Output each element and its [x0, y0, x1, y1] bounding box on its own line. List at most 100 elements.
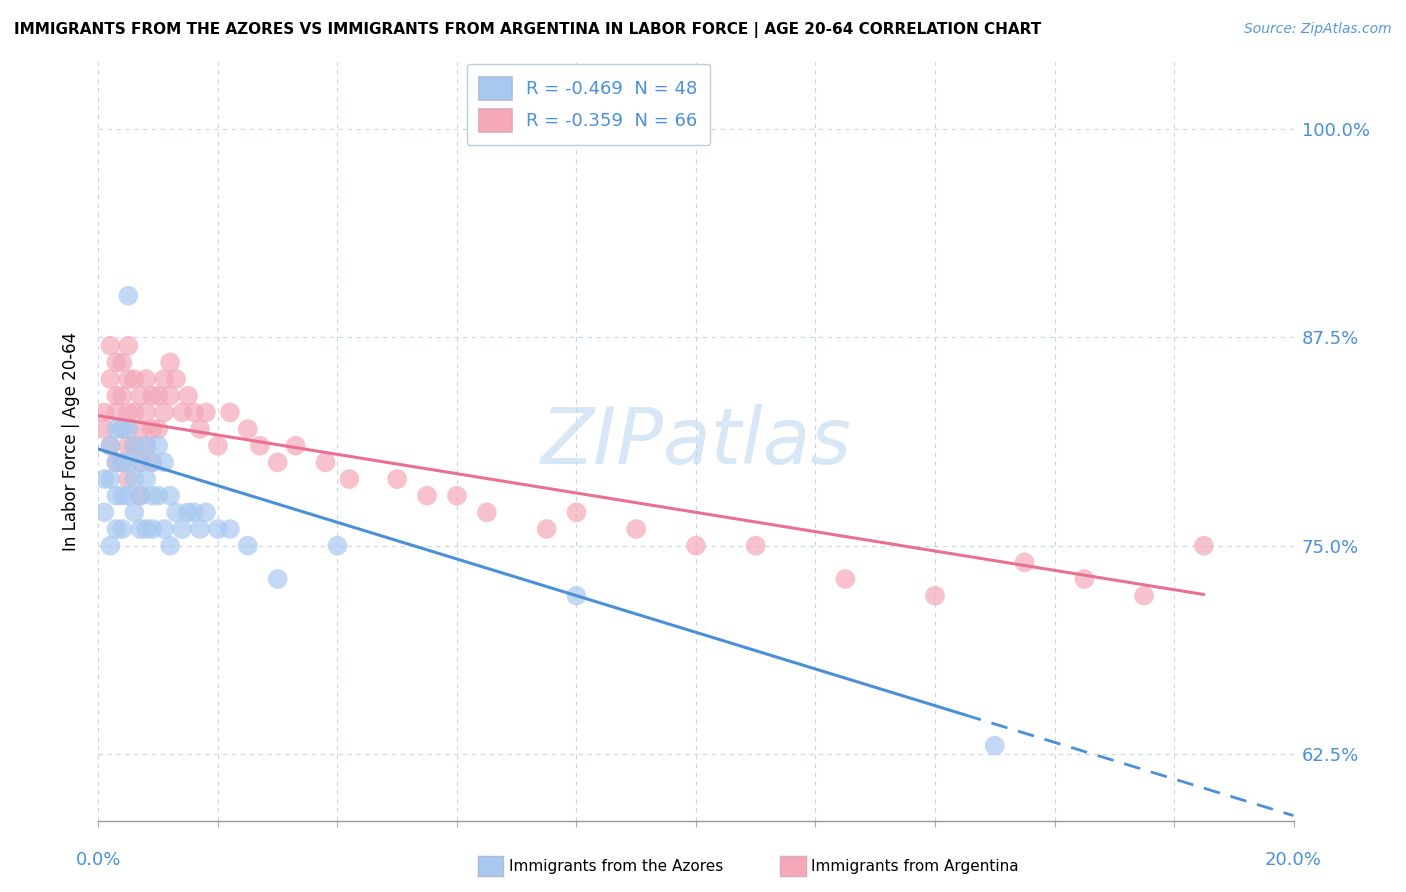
- Point: [153, 372, 176, 386]
- Point: [183, 505, 205, 519]
- Point: [111, 355, 134, 369]
- Point: [475, 505, 498, 519]
- Point: [93, 422, 115, 436]
- Point: [159, 539, 181, 553]
- Point: [141, 389, 163, 403]
- Point: [148, 389, 170, 403]
- Point: [339, 472, 361, 486]
- Point: [924, 589, 946, 603]
- Point: [105, 455, 128, 469]
- Point: [135, 372, 157, 386]
- Point: [124, 439, 146, 453]
- Point: [148, 422, 170, 436]
- Point: [159, 489, 181, 503]
- Point: [105, 522, 128, 536]
- Point: [159, 355, 181, 369]
- Point: [135, 439, 157, 453]
- Point: [984, 739, 1007, 753]
- Point: [98, 539, 122, 553]
- Point: [385, 472, 409, 486]
- Point: [117, 339, 139, 353]
- Point: [536, 522, 558, 536]
- Legend: R = -0.469  N = 48, R = -0.359  N = 66: R = -0.469 N = 48, R = -0.359 N = 66: [467, 64, 710, 145]
- Point: [111, 422, 134, 436]
- Point: [111, 455, 134, 469]
- Point: [1014, 555, 1036, 569]
- Point: [267, 572, 290, 586]
- Point: [446, 489, 468, 503]
- Point: [111, 455, 134, 469]
- Point: [117, 372, 139, 386]
- Point: [105, 355, 128, 369]
- Point: [159, 389, 181, 403]
- Point: [565, 505, 588, 519]
- Point: [153, 522, 176, 536]
- Point: [626, 522, 648, 536]
- Point: [153, 455, 176, 469]
- Point: [195, 505, 218, 519]
- Point: [129, 522, 152, 536]
- Point: [117, 422, 139, 436]
- Point: [124, 372, 146, 386]
- Point: [141, 522, 163, 536]
- Point: [172, 522, 194, 536]
- Point: [834, 572, 856, 586]
- Point: [111, 389, 134, 403]
- Point: [124, 405, 146, 419]
- Point: [284, 439, 307, 453]
- Point: [111, 522, 134, 536]
- Point: [141, 422, 163, 436]
- Point: [219, 405, 242, 419]
- Point: [117, 405, 139, 419]
- Point: [135, 405, 157, 419]
- Point: [267, 455, 290, 469]
- Point: [135, 439, 157, 453]
- Point: [105, 455, 128, 469]
- Point: [236, 539, 259, 553]
- Point: [165, 505, 187, 519]
- Point: [135, 522, 157, 536]
- Point: [129, 489, 152, 503]
- Text: Immigrants from the Azores: Immigrants from the Azores: [509, 859, 723, 873]
- Text: IMMIGRANTS FROM THE AZORES VS IMMIGRANTS FROM ARGENTINA IN LABOR FORCE | AGE 20-: IMMIGRANTS FROM THE AZORES VS IMMIGRANTS…: [14, 22, 1042, 38]
- Point: [129, 422, 152, 436]
- Point: [117, 439, 139, 453]
- Point: [141, 455, 163, 469]
- Point: [117, 472, 139, 486]
- Point: [93, 405, 115, 419]
- Point: [236, 422, 259, 436]
- Point: [326, 539, 349, 553]
- Point: [124, 505, 146, 519]
- Point: [98, 439, 122, 453]
- Point: [124, 472, 146, 486]
- Point: [105, 489, 128, 503]
- Point: [148, 489, 170, 503]
- Point: [249, 439, 271, 453]
- Point: [141, 489, 163, 503]
- Point: [177, 389, 200, 403]
- Point: [165, 372, 187, 386]
- Text: ZIP​atlas: ZIP​atlas: [540, 403, 852, 480]
- Y-axis label: In Labor Force | Age 20-64: In Labor Force | Age 20-64: [62, 332, 80, 551]
- Point: [219, 522, 242, 536]
- Point: [98, 439, 122, 453]
- Text: 20.0%: 20.0%: [1265, 851, 1322, 869]
- Point: [685, 539, 707, 553]
- Point: [315, 455, 337, 469]
- Point: [124, 439, 146, 453]
- Point: [98, 472, 122, 486]
- Point: [172, 405, 194, 419]
- Point: [93, 472, 115, 486]
- Point: [148, 439, 170, 453]
- Point: [745, 539, 768, 553]
- Point: [105, 422, 128, 436]
- Point: [135, 472, 157, 486]
- Point: [565, 589, 588, 603]
- Point: [183, 405, 205, 419]
- Point: [111, 422, 134, 436]
- Point: [105, 389, 128, 403]
- Text: Source: ZipAtlas.com: Source: ZipAtlas.com: [1244, 22, 1392, 37]
- Point: [117, 489, 139, 503]
- Point: [207, 439, 229, 453]
- Point: [129, 389, 152, 403]
